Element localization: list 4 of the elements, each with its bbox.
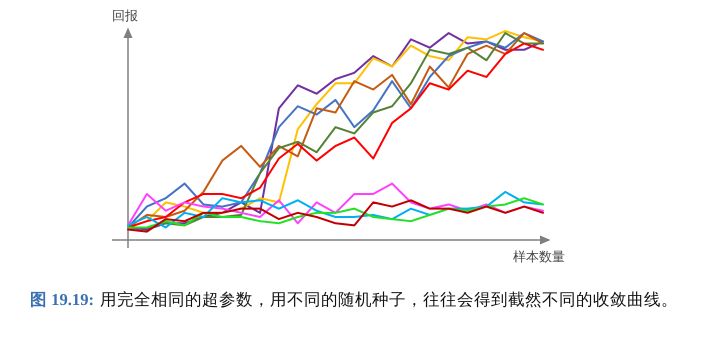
caption: 图 19.19: bbox=[30, 290, 94, 309]
text: 用完全相同的超参数，用不同的随机种子，往往会得到截然不同的收敛曲线。 bbox=[100, 290, 678, 309]
x-axis-title: 样本数量 bbox=[513, 249, 565, 264]
y-axis-title: 回报 bbox=[112, 8, 138, 23]
